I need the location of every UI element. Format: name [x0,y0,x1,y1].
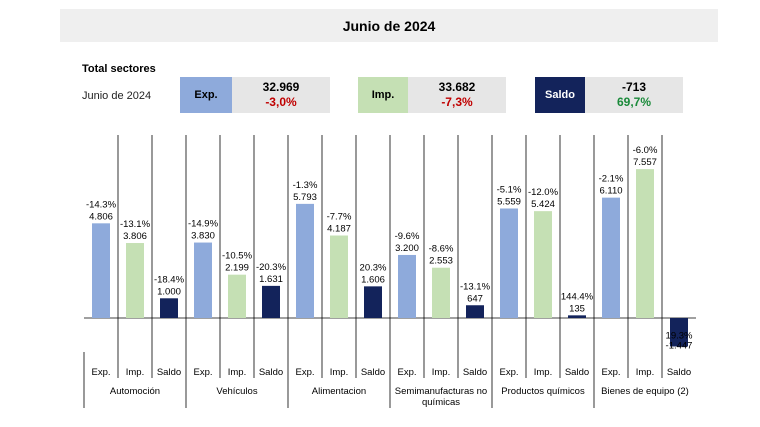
column-label: Saldo [361,367,385,378]
column-label: Imp. [330,367,348,378]
value-label: 1.606 [361,274,385,285]
change-label: -1.3% [293,180,318,191]
change-label: -20.3% [256,262,287,273]
change-label: -18.4% [154,274,185,285]
value-label: 7.557 [633,157,657,168]
imports-kpi: Imp. 33.682 -7,3% [358,77,506,113]
value-label: 2.553 [429,256,453,267]
column-label: Saldo [565,367,589,378]
category-label: químicas [422,397,460,408]
bar-saldo-2 [262,285,280,318]
column-label: Imp. [126,367,144,378]
column-label: Exp. [193,367,212,378]
value-label: 4.187 [327,224,351,235]
exports-kpi-values: 32.969 -3,0% [232,77,330,113]
totals-period: Junio de 2024 [82,90,152,102]
page-title: Junio de 2024 [60,9,718,42]
bar-exp-2 [194,242,212,318]
value-label: 5.424 [531,199,555,210]
category-label: Productos químicos [501,386,585,397]
imports-kpi-values: 33.682 -7,3% [408,77,506,113]
category-label: Automoción [110,386,160,397]
exports-kpi-tag: Exp. [180,77,232,113]
imports-kpi-value: 33.682 [438,80,476,94]
bar-imp-2 [228,274,246,318]
bar-exp-6 [602,197,620,318]
value-label: 3.830 [191,231,215,242]
bar-exp-4 [398,254,416,318]
change-label: -14.9% [188,219,219,230]
column-label: Imp. [534,367,552,378]
exports-kpi-change: -3,0% [265,95,297,109]
change-label: 20.3% [360,262,387,273]
change-label: -5.1% [497,184,522,195]
bar-saldo-3 [364,286,382,318]
column-label: Imp. [636,367,654,378]
change-label: -10.5% [222,251,253,262]
column-label: Saldo [259,367,283,378]
change-label: -2.1% [599,174,624,185]
exports-kpi: Exp. 32.969 -3,0% [180,77,330,113]
bar-saldo-6 [670,318,688,347]
value-label: 647 [467,293,483,304]
bar-exp-3 [296,203,314,318]
bar-imp-3 [330,235,348,318]
bar-saldo-5 [568,315,586,318]
category-label: Alimentacion [312,386,366,397]
value-label: 5.559 [497,196,521,207]
category-label: Bienes de equipo (2) [601,386,689,397]
value-label: 2.199 [225,263,249,274]
balance-kpi-value: -713 [621,80,647,94]
value-label: 135 [569,303,585,314]
value-label: 6.110 [599,186,622,197]
balance-kpi-tag: Saldo [535,77,585,113]
balance-kpi-change: 69,7% [616,95,652,109]
column-label: Imp. [228,367,246,378]
value-label: 1.631 [259,274,283,285]
bar-exp-5 [500,208,518,318]
column-label: Imp. [432,367,450,378]
exports-kpi-value: 32.969 [262,80,300,94]
value-label: 5.793 [293,192,317,203]
column-label: Saldo [667,367,691,378]
value-label: 4.806 [89,211,113,222]
bar-imp-1 [126,243,144,318]
column-label: Exp. [601,367,620,378]
bar-exp-1 [92,223,110,318]
value-label: 3.806 [123,231,147,242]
change-label: -7.7% [327,212,352,223]
category-label: Semimanufacturas no [395,386,487,397]
bar-imp-5 [534,211,552,318]
bar-saldo-4 [466,305,484,318]
change-label: -8.6% [429,244,454,255]
category-label: Vehículos [216,386,257,397]
bar-saldo-1 [160,298,178,318]
imports-kpi-tag: Imp. [358,77,408,113]
change-label: -6.0% [633,145,658,156]
imports-kpi-change: -7,3% [441,95,473,109]
value-label: 3.200 [395,243,419,254]
change-label: -14.3% [86,199,117,210]
column-label: Saldo [463,367,487,378]
column-label: Exp. [91,367,110,378]
change-label: -13.1% [120,219,151,230]
change-label: -12.0% [528,187,559,198]
change-label: 144.4% [561,291,594,302]
totals-label: Total sectores [82,63,156,75]
value-label: -1.447 [666,341,693,352]
bar-imp-6 [636,169,654,318]
column-label: Saldo [157,367,181,378]
balance-kpi: Saldo -713 69,7% [535,77,683,113]
bar-imp-4 [432,267,450,318]
column-label: Exp. [499,367,518,378]
value-label: 1.000 [157,286,181,297]
change-label: -13.1% [460,281,491,292]
balance-kpi-values: -713 69,7% [585,77,683,113]
column-label: Exp. [295,367,314,378]
change-label: 19.3% [666,331,693,342]
column-label: Exp. [397,367,416,378]
change-label: -9.6% [395,231,420,242]
